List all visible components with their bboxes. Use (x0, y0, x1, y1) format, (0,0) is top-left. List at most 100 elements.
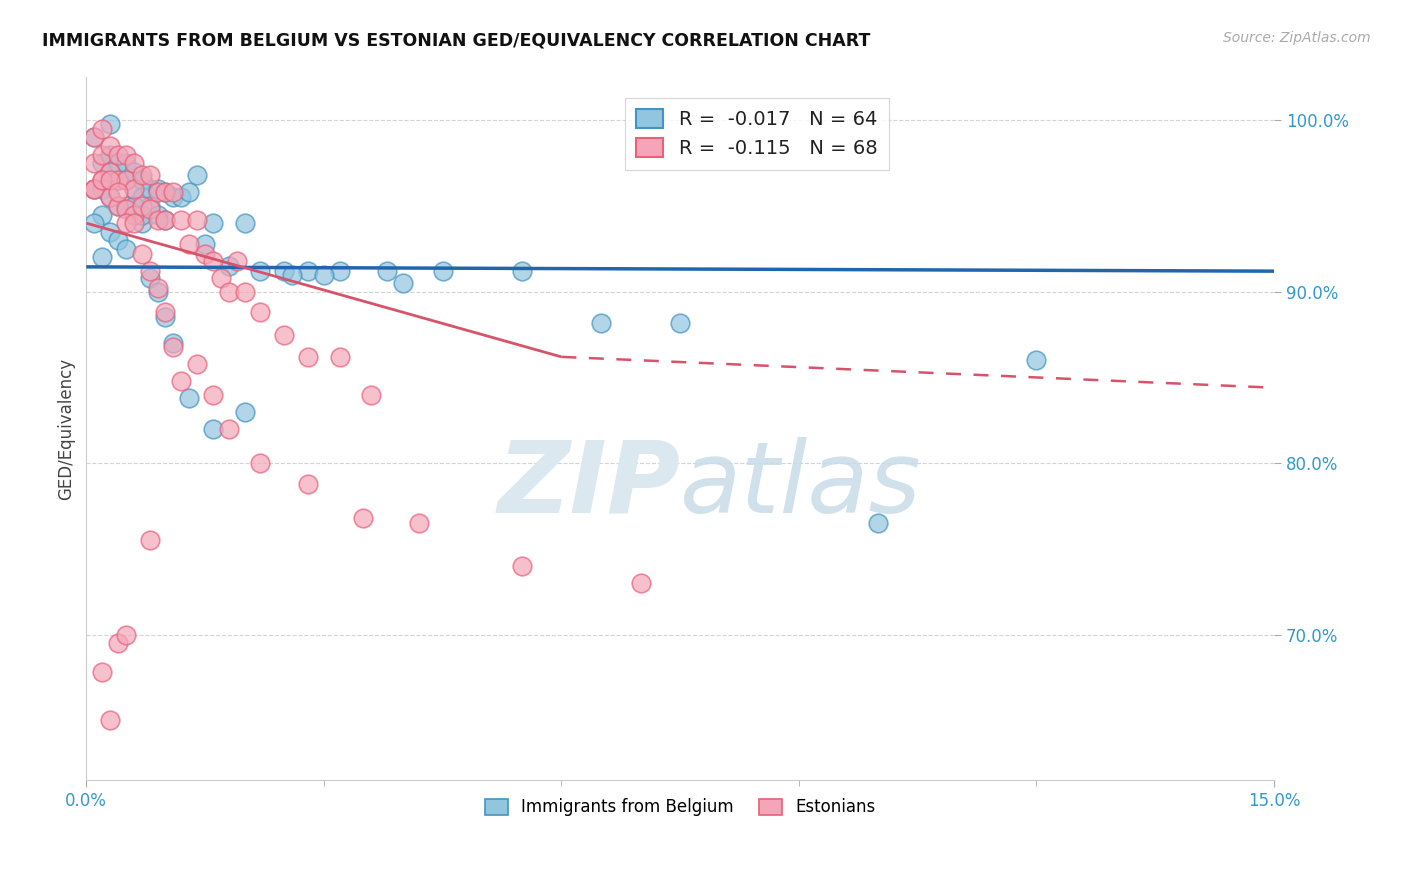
Point (179, 186, 201, 200)
Point (201, 253, 224, 268)
Point (138, 202, 160, 217)
Point (83, 182, 105, 196)
Point (91, 208, 114, 222)
Point (360, 387, 382, 401)
Point (122, 216, 145, 230)
Point (98, 190, 121, 204)
Point (131, 247, 153, 261)
Point (98, 714, 121, 728)
Point (115, 627, 138, 641)
Point (233, 216, 256, 230)
Point (83, 130, 105, 145)
Point (209, 271, 232, 285)
Point (186, 212, 208, 227)
Point (131, 190, 153, 204)
Point (91, 182, 114, 196)
Point (510, 559, 533, 574)
Point (107, 156, 129, 170)
Point (297, 476, 319, 491)
Point (170, 212, 193, 227)
Point (162, 340, 184, 354)
Point (83, 182, 105, 196)
Text: atlas: atlas (681, 436, 922, 533)
Point (122, 208, 145, 222)
Point (138, 182, 160, 196)
Point (131, 168, 153, 182)
Point (218, 285, 240, 299)
Point (107, 233, 129, 247)
Point (155, 310, 177, 325)
Point (146, 208, 169, 222)
Text: Source: ZipAtlas.com: Source: ZipAtlas.com (1223, 31, 1371, 45)
Point (122, 165, 145, 179)
Point (297, 264, 319, 278)
Point (138, 533, 160, 548)
Point (122, 182, 145, 196)
Point (146, 212, 169, 227)
Point (155, 212, 177, 227)
Point (98, 165, 121, 179)
Point (115, 173, 138, 187)
Point (107, 173, 129, 187)
Point (249, 456, 271, 470)
Point (98, 173, 121, 187)
Point (186, 168, 208, 182)
Point (329, 350, 352, 364)
Point (122, 208, 145, 222)
Point (249, 264, 271, 278)
Point (107, 199, 129, 213)
Point (281, 268, 304, 282)
Point (297, 350, 319, 364)
Point (131, 216, 153, 230)
Point (107, 199, 129, 213)
Point (98, 147, 121, 161)
Point (155, 186, 177, 200)
Point (91, 121, 114, 136)
Point (1025, 353, 1047, 368)
Point (510, 264, 533, 278)
Point (91, 173, 114, 187)
Point (98, 139, 121, 153)
Point (122, 199, 145, 213)
Point (98, 117, 121, 131)
Point (138, 199, 160, 213)
Point (146, 285, 169, 299)
Point (201, 387, 224, 401)
Point (83, 156, 105, 170)
Point (194, 247, 217, 261)
Point (186, 357, 208, 371)
Point (83, 182, 105, 196)
Point (201, 216, 224, 230)
Point (170, 374, 193, 388)
Point (218, 259, 240, 273)
Point (155, 305, 177, 319)
Y-axis label: GED/Equivalency: GED/Equivalency (58, 358, 75, 500)
Point (83, 216, 105, 230)
Point (91, 173, 114, 187)
Legend: Immigrants from Belgium, Estonians: Immigrants from Belgium, Estonians (477, 790, 884, 825)
Point (162, 190, 184, 204)
Point (218, 422, 240, 436)
Point (233, 285, 256, 299)
Point (115, 242, 138, 256)
Point (115, 147, 138, 161)
Point (273, 264, 295, 278)
Point (249, 305, 271, 319)
Point (589, 316, 612, 330)
Point (352, 511, 374, 525)
Point (131, 173, 153, 187)
Point (155, 212, 177, 227)
Point (630, 576, 652, 591)
Point (98, 165, 121, 179)
Point (131, 208, 153, 222)
Text: ZIP: ZIP (498, 436, 681, 533)
Point (107, 147, 129, 161)
Point (432, 264, 454, 278)
Point (107, 186, 129, 200)
Point (115, 216, 138, 230)
Point (179, 236, 201, 251)
Point (122, 182, 145, 196)
Point (138, 264, 160, 278)
Point (107, 173, 129, 187)
Point (91, 665, 114, 680)
